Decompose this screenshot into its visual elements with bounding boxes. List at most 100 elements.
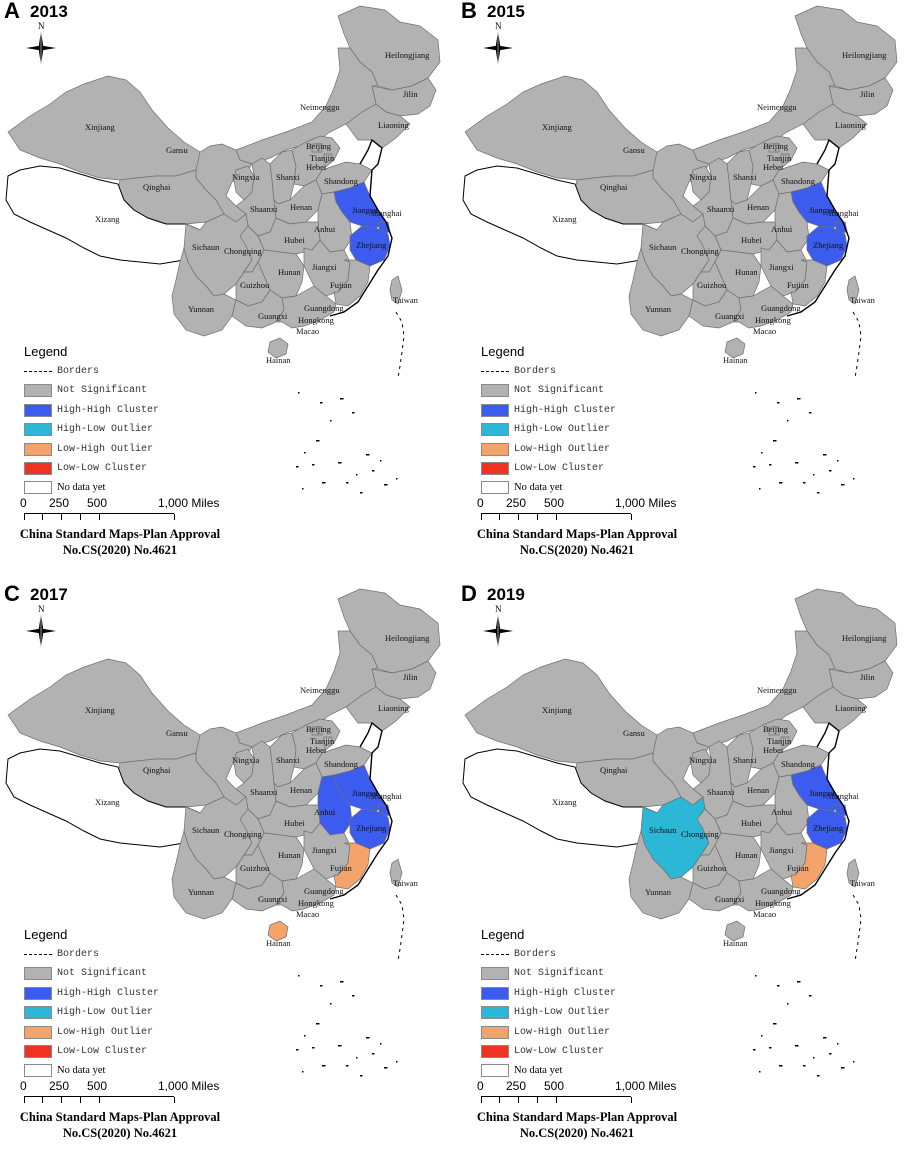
panel-year: 2019	[487, 585, 525, 604]
province-hebei	[291, 135, 341, 187]
legend-label: Low-Low Cluster	[514, 463, 605, 474]
province-guangdong	[732, 285, 794, 329]
province-label-hunan: Hunan	[278, 850, 301, 860]
island-mark	[320, 402, 323, 404]
north-arrow-icon: N	[483, 21, 513, 65]
province-anhui	[317, 774, 353, 836]
province-label-zhejiang: Zhejiang	[813, 823, 844, 833]
legend-swatch	[481, 1064, 509, 1077]
legend-swatch	[481, 384, 509, 397]
province-label-jiangsu: Jiangsu	[809, 788, 835, 798]
legend-high-low: High-Low Outlier	[24, 1005, 153, 1020]
province-hainan	[724, 337, 746, 359]
province-beijing	[768, 726, 780, 736]
province-label-neimenggu: Neimenggu	[300, 685, 340, 695]
province-neimenggu	[235, 47, 379, 165]
china-map: Heilongjiang Jilin Liaoning Neimenggu Xinjia…	[462, 588, 898, 1077]
province-label-fujian: Fujian	[787, 280, 809, 290]
map-panel-b: B 2015 N Heilongjiang Jilin Liaoning Neimen…	[457, 0, 913, 582]
province-label-henan: Henan	[290, 785, 313, 795]
province-label-sichaun: Sichaun	[649, 242, 677, 252]
island-mark	[773, 1023, 777, 1025]
legend-swatch	[24, 1045, 52, 1058]
province-label-guangdong: Guangdong	[304, 886, 344, 896]
province-label-hubei: Hubei	[741, 818, 762, 828]
legend-no-data: No data yet	[24, 1063, 105, 1078]
panel-year: 2013	[30, 2, 68, 21]
province-label-guizhou: Guizhou	[697, 863, 727, 873]
legend-swatch	[24, 481, 52, 494]
province-hebei	[291, 718, 341, 770]
province-label-gansu: Gansu	[623, 728, 645, 738]
province-label-jilin: Jilin	[860, 89, 875, 99]
island-mark	[759, 1071, 761, 1073]
legend-label: Not Significant	[57, 968, 148, 979]
province-label-jiangxi: Jiangxi	[312, 845, 337, 855]
island-mark	[296, 466, 299, 468]
province-label-hubei: Hubei	[741, 235, 762, 245]
legend-swatch	[24, 384, 52, 397]
island-mark	[356, 474, 358, 476]
legend-label: High-High Cluster	[514, 405, 617, 416]
island-mark	[360, 492, 363, 494]
legend-label: Low-Low Cluster	[57, 463, 148, 474]
scale-tick-label: 250	[49, 496, 70, 510]
north-label: N	[38, 21, 45, 31]
island-mark	[346, 482, 349, 484]
province-label-macao: Macao	[753, 909, 776, 919]
island-mark	[779, 1065, 783, 1067]
province-label-qinghai: Qinghai	[143, 182, 171, 192]
province-label-ningxia: Ningxia	[232, 172, 260, 182]
legend-not-significant: Not Significant	[481, 383, 604, 398]
legend-not-significant: Not Significant	[481, 966, 604, 981]
province-hebei	[748, 718, 798, 770]
province-label-qinghai: Qinghai	[143, 765, 171, 775]
island-mark	[817, 1075, 820, 1077]
legend-swatch	[24, 987, 52, 1000]
province-label-hongkong: Hongkong	[755, 898, 792, 908]
province-label-xinjiang: Xinjiang	[542, 705, 572, 715]
coastline	[786, 138, 850, 317]
scale-line	[24, 513, 175, 520]
approval-line-1: China Standard Maps-Plan Approval	[19, 1110, 221, 1124]
province-label-guizhou: Guizhou	[240, 863, 270, 873]
province-label-gansu: Gansu	[166, 728, 188, 738]
legend-label: Borders	[514, 366, 557, 377]
province-zhejiang	[806, 225, 848, 267]
scale-tick-label: 500	[544, 496, 565, 510]
legend-not-significant: Not Significant	[24, 383, 147, 398]
province-label-guangxi: Guangxi	[715, 894, 745, 904]
province-label-xizang: Xizang	[552, 797, 577, 807]
island-mark	[302, 488, 304, 490]
coastline	[329, 138, 393, 317]
border-sample	[24, 371, 52, 372]
legend-low-high: Low-High Outlier	[24, 1025, 153, 1040]
province-label-beijing: Beijing	[306, 141, 332, 151]
province-label-anhui: Anhui	[771, 224, 793, 234]
scale-tick-label: 250	[49, 1079, 70, 1093]
province-label-heilongjiang: Heilongjiang	[842, 633, 887, 643]
legend-label: High-Low Outlier	[57, 424, 154, 435]
island-chain-line	[395, 311, 405, 379]
island-mark	[338, 462, 342, 464]
map-panel-c: C 2017 N Heilongjiang Jilin Liaoning Neimen…	[0, 581, 456, 1165]
island-mark	[360, 1075, 363, 1077]
legend-label: Low-Low Cluster	[514, 1046, 605, 1057]
province-label-gansu: Gansu	[166, 145, 188, 155]
scale-tick-label: 0	[20, 1079, 27, 1093]
province-label-jilin: Jilin	[403, 89, 418, 99]
province-beijing	[768, 143, 780, 153]
province-label-hebei: Hebei	[763, 162, 784, 172]
province-tianjin	[323, 736, 333, 746]
province-label-shanghai: Shanghai	[827, 791, 859, 801]
island-chain-line	[852, 311, 862, 379]
province-label-jiangsu: Jiangsu	[352, 788, 378, 798]
province-label-jiangxi: Jiangxi	[769, 845, 794, 855]
island-mark	[338, 1045, 342, 1047]
province-label-shanxi: Shanxi	[276, 755, 300, 765]
province-label-hongkong: Hongkong	[298, 898, 335, 908]
province-label-shaanxi: Shaanxi	[250, 787, 278, 797]
island-mark	[787, 420, 789, 422]
legend-title: Legend	[481, 927, 525, 942]
province-label-shanxi: Shanxi	[733, 755, 757, 765]
